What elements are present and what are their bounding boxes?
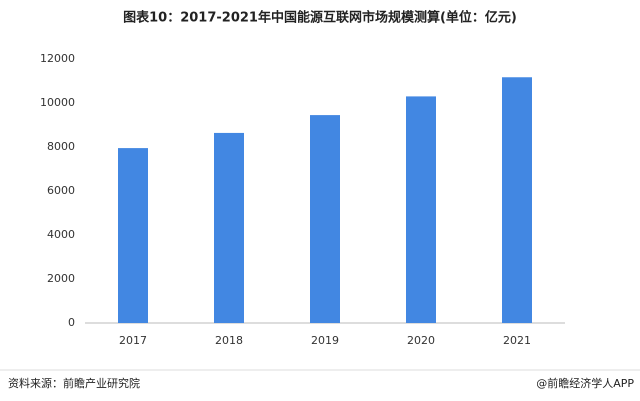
bar (214, 132, 244, 323)
bar (406, 96, 436, 324)
chart-title: 图表10：2017-2021年中国能源互联网市场规模测算(单位：亿元) (123, 10, 517, 26)
x-tick-label: 2018 (215, 334, 243, 347)
credit: @前瞻经济学人APP (536, 376, 634, 390)
x-tick-label: 2017 (119, 334, 147, 347)
y-tick-label: 10000 (40, 96, 75, 109)
x-tick-label: 2020 (407, 334, 435, 347)
bar (310, 115, 340, 323)
bar (118, 148, 148, 323)
y-tick-label: 8000 (47, 140, 75, 153)
source: 资料来源：前瞻产业研究院 (8, 376, 140, 390)
bar (502, 77, 532, 323)
x-tick-label: 2019 (311, 334, 339, 347)
x-tick-label: 2021 (503, 334, 531, 347)
y-tick-label: 0 (68, 316, 75, 329)
y-tick-label: 2000 (47, 272, 75, 285)
y-tick-label: 12000 (40, 52, 75, 65)
y-tick-label: 4000 (47, 228, 75, 241)
y-tick-label: 6000 (47, 184, 75, 197)
